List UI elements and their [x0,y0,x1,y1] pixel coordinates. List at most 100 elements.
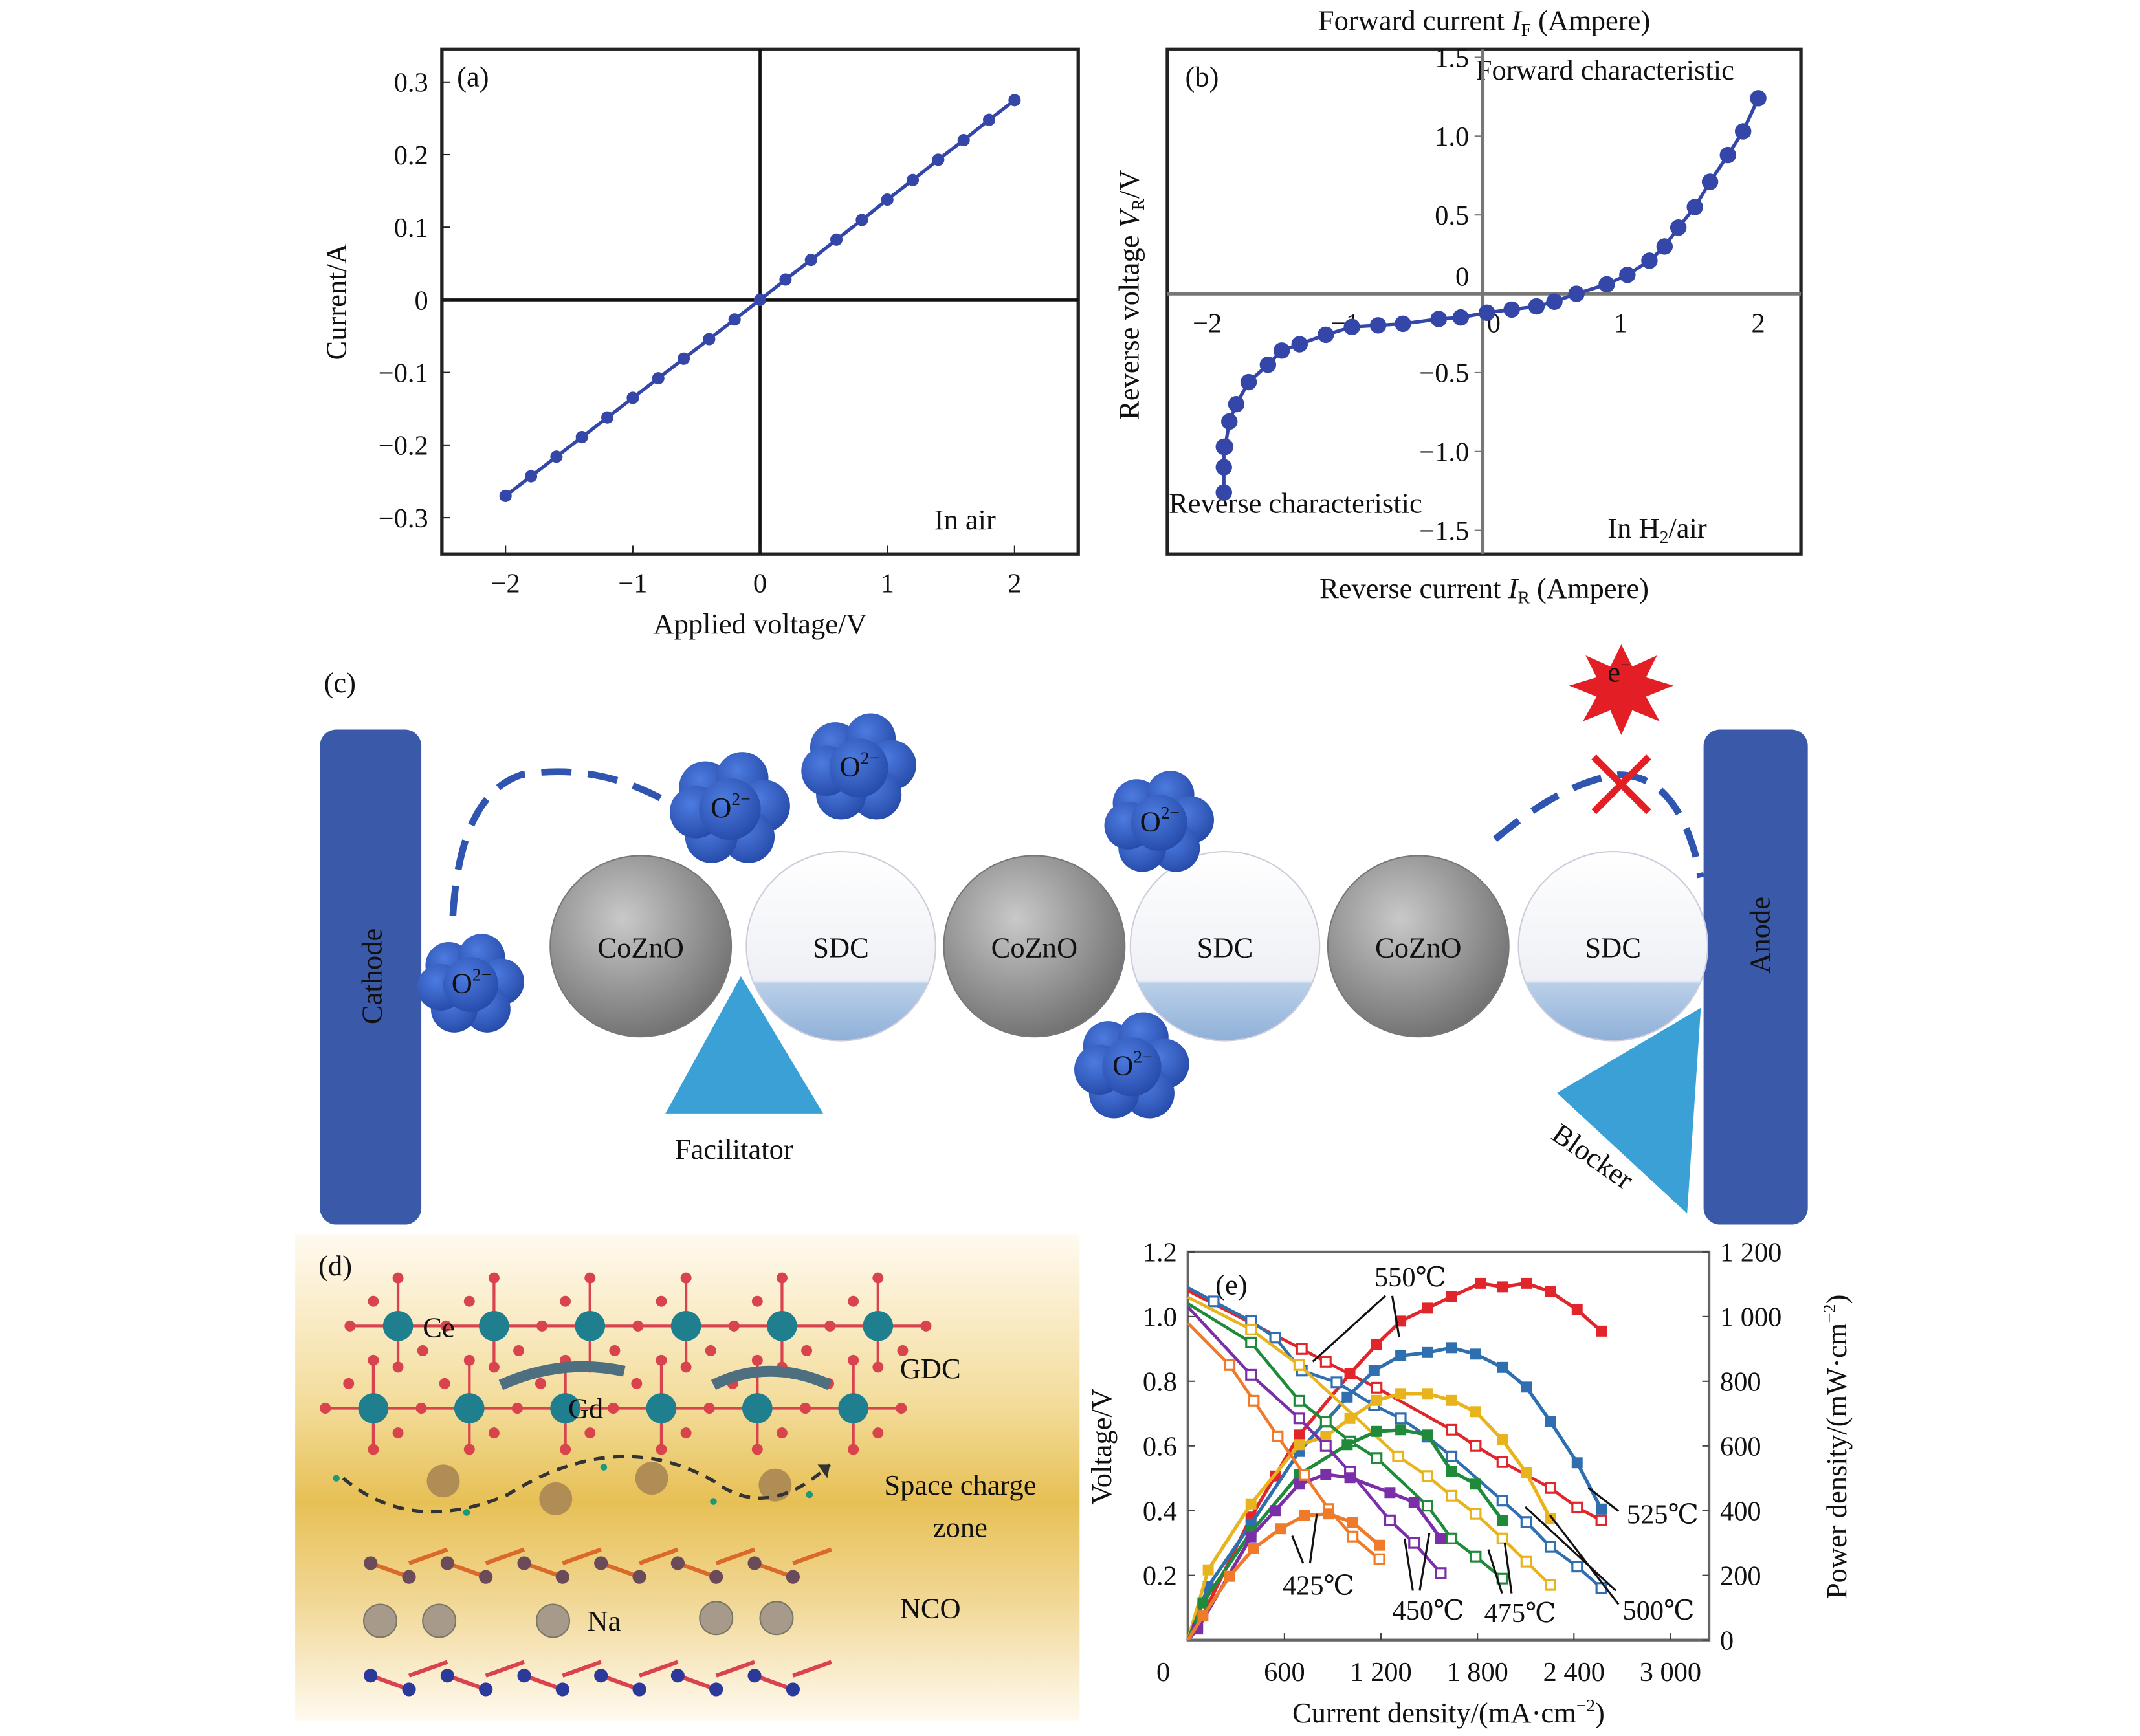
data-point [1228,395,1245,413]
x-axis-label: Applied voltage/V [654,608,867,640]
data-point [957,134,970,147]
o-atom [368,1444,379,1455]
bond [715,1660,756,1678]
power-point [1435,1533,1446,1544]
bond [792,1547,832,1565]
space-charge-label-line1: Space charge [884,1469,1036,1501]
voltage-point [1496,1456,1508,1468]
power-point [1245,1531,1257,1543]
ion-path-dashed [449,768,681,916]
voltage-point [1248,1394,1260,1407]
voltage-point [1269,1332,1281,1344]
na-atom [363,1603,397,1638]
o-atom [872,1361,884,1373]
data-point [575,430,588,444]
o-atom [705,1345,716,1356]
power-point [1422,1346,1433,1358]
o-atom [560,1295,571,1307]
power-point [1497,1515,1508,1526]
annotation-forward: Forward characteristic [1476,54,1734,86]
co-atom [402,1682,416,1697]
data-point [601,411,614,424]
co-atom [479,1682,493,1697]
bond [485,1547,525,1565]
o-atom [511,1403,523,1414]
voltage-point [1571,1561,1583,1573]
power-point [1571,1304,1583,1315]
power-point [1497,1434,1508,1445]
series-label: 550℃ [1374,1262,1446,1293]
gdc-label: GDC [900,1352,961,1385]
o-atom [751,1295,763,1307]
y-axis-label: Current/A [320,243,353,360]
data-point [1215,459,1232,476]
data-point [1546,293,1563,310]
space-charge-label-line2: zone [933,1511,987,1544]
data-point [881,193,894,206]
data-point [728,313,741,326]
voltage-point [1319,1356,1332,1368]
oxide-ion-label: O2− [711,789,750,824]
y2-axis-label: Power density/(mW·cm−2) [1819,1295,1853,1599]
na-atom [699,1601,734,1636]
y-axis-label: Reverse voltage VR/V [1112,170,1147,420]
data-point [907,173,920,186]
ce-atom [550,1393,580,1423]
power-point [1371,1425,1382,1437]
x-tick-label: 1 [881,569,894,599]
voltage-line-550℃ [1187,1289,1602,1522]
x-axis-label-bottom: Reverse current IR (Ampere) [1319,572,1649,607]
data-point [1395,315,1411,333]
data-point [1259,357,1277,373]
o-atom [584,1272,596,1284]
o-atom [656,1295,667,1307]
data-point [1008,94,1021,107]
panel-a-iv-curve: (a) Applied voltage/V Current/A In air −… [320,47,1080,640]
cozno-particle [1327,855,1510,1038]
co-atom [479,1570,493,1584]
data-point [932,153,945,166]
o-atom [463,1295,475,1307]
data-point [804,254,817,267]
o-atom [751,1444,763,1455]
o-atom [439,1378,450,1389]
panel-label: (d) [318,1249,352,1282]
co-atom [364,1556,378,1570]
series-leader-line [1587,1487,1620,1512]
data-point [855,214,868,226]
power-point [1384,1487,1396,1499]
data-point [1291,336,1308,353]
voltage-point [1245,1323,1257,1335]
o-atom [632,1320,644,1332]
x-tick-label: 1 200 [1350,1657,1411,1687]
o-atom [392,1272,404,1284]
y-tick-label: 0 [1455,261,1469,292]
panel-label: (e) [1215,1269,1247,1301]
data-point [1670,219,1687,236]
x-tick-label: −2 [491,569,520,599]
bond [408,1547,448,1565]
data-point [550,450,563,463]
data-point [1734,123,1752,140]
power-point [1422,1302,1433,1314]
na-atom [536,1603,571,1638]
voltage-point [1595,1514,1607,1526]
co-atom [594,1669,608,1683]
voltage-point [1293,1394,1305,1407]
o-atom [463,1354,475,1366]
data-point [1343,318,1360,335]
o-atom [584,1427,596,1439]
sdc-particle [745,851,936,1042]
bond [638,1660,679,1678]
o-atom [848,1295,859,1307]
blocker-triangle [1556,1007,1701,1214]
series-label: 525℃ [1627,1500,1699,1530]
data-point [1641,252,1658,269]
o-atom [343,1378,355,1389]
power-point [1202,1564,1214,1576]
arrowhead-icon [817,1464,830,1478]
o-atom [801,1345,813,1356]
voltage-point [1347,1530,1359,1543]
data-point [1719,146,1736,164]
data-point [652,372,665,385]
